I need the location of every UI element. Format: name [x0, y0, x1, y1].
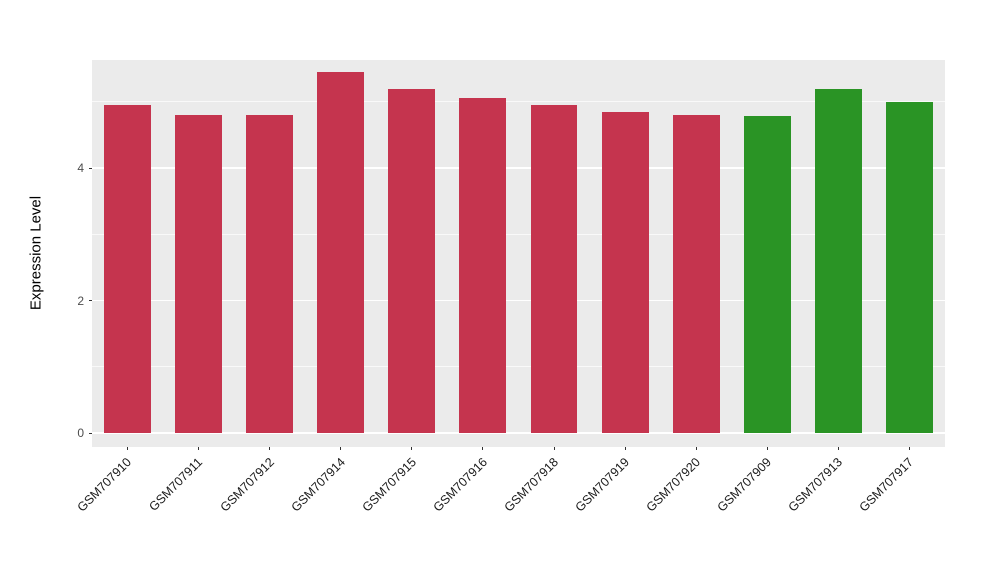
x-tick-label-GSM707918: GSM707918 [501, 455, 561, 515]
y-tick-mark [89, 300, 92, 301]
y-tick-label: 2 [77, 293, 84, 308]
gridline-major [92, 432, 945, 434]
x-tick-label-GSM707910: GSM707910 [74, 455, 135, 515]
bar-GSM707913 [814, 88, 862, 433]
bar-slot [590, 60, 661, 433]
x-tick-mark [340, 447, 342, 450]
x-tick-mark [269, 447, 271, 450]
y-tick-label: 4 [77, 161, 84, 175]
y-tick-mark [89, 167, 92, 169]
bar-GSM707914 [317, 71, 365, 433]
x-tick-mark [766, 447, 768, 450]
bar-slot [92, 60, 163, 433]
x-tick-mark [482, 447, 484, 450]
x-tick-mark [198, 447, 200, 450]
gridline-minor [92, 366, 945, 368]
x-tick-label-GSM707917: GSM707917 [856, 455, 917, 515]
y-axis-title-text: Expression Level [27, 195, 45, 311]
gridline-minor [92, 233, 945, 235]
x-tick-label-GSM707915: GSM707915 [359, 455, 419, 515]
bar-GSM707910 [104, 105, 151, 433]
x-tick-mark [127, 447, 129, 450]
y-tick-mark [89, 432, 92, 434]
bar-slot [661, 60, 732, 433]
x-tick-mark [553, 447, 555, 450]
bars-container [92, 60, 945, 433]
bar-slot [732, 60, 803, 433]
y-tick-label: 0 [77, 426, 84, 440]
bar-slot [376, 60, 447, 433]
bar-GSM707917 [885, 101, 933, 433]
x-tick-label-GSM707920: GSM707920 [643, 455, 704, 515]
x-tick-label-GSM707912: GSM707912 [217, 455, 277, 515]
gridline-major [92, 167, 945, 169]
x-tick-mark [695, 447, 697, 450]
bar-slot [234, 60, 305, 433]
x-tick-mark [837, 447, 839, 450]
bar-GSM707911 [175, 115, 223, 433]
x-tick-mark [624, 447, 626, 450]
bar-GSM707920 [672, 115, 720, 433]
plot-panel [92, 60, 945, 447]
x-tick-label-GSM707914: GSM707914 [288, 455, 348, 515]
bar-slot [803, 60, 874, 433]
bar-GSM707915 [388, 88, 436, 433]
bar-GSM707912 [246, 115, 294, 433]
x-tick-label-GSM707913: GSM707913 [785, 455, 846, 515]
x-tick-label-GSM707916: GSM707916 [430, 455, 490, 515]
bar-GSM707918 [530, 105, 578, 433]
bar-slot [305, 60, 376, 433]
bar-GSM707919 [601, 111, 649, 433]
bar-slot [447, 60, 518, 433]
bar-GSM707909 [743, 116, 791, 433]
bar-GSM707916 [459, 98, 507, 433]
x-tick-mark [411, 447, 413, 450]
x-tick-label-GSM707911: GSM707911 [146, 455, 206, 514]
x-tick-mark [908, 447, 910, 450]
gridline-major [92, 299, 945, 301]
gridline-minor [92, 101, 945, 103]
bar-slot [518, 60, 589, 433]
x-tick-label-GSM707909: GSM707909 [714, 455, 775, 515]
bar-slot [163, 60, 234, 433]
x-tick-label-GSM707919: GSM707919 [572, 455, 633, 515]
bar-slot [874, 60, 945, 433]
